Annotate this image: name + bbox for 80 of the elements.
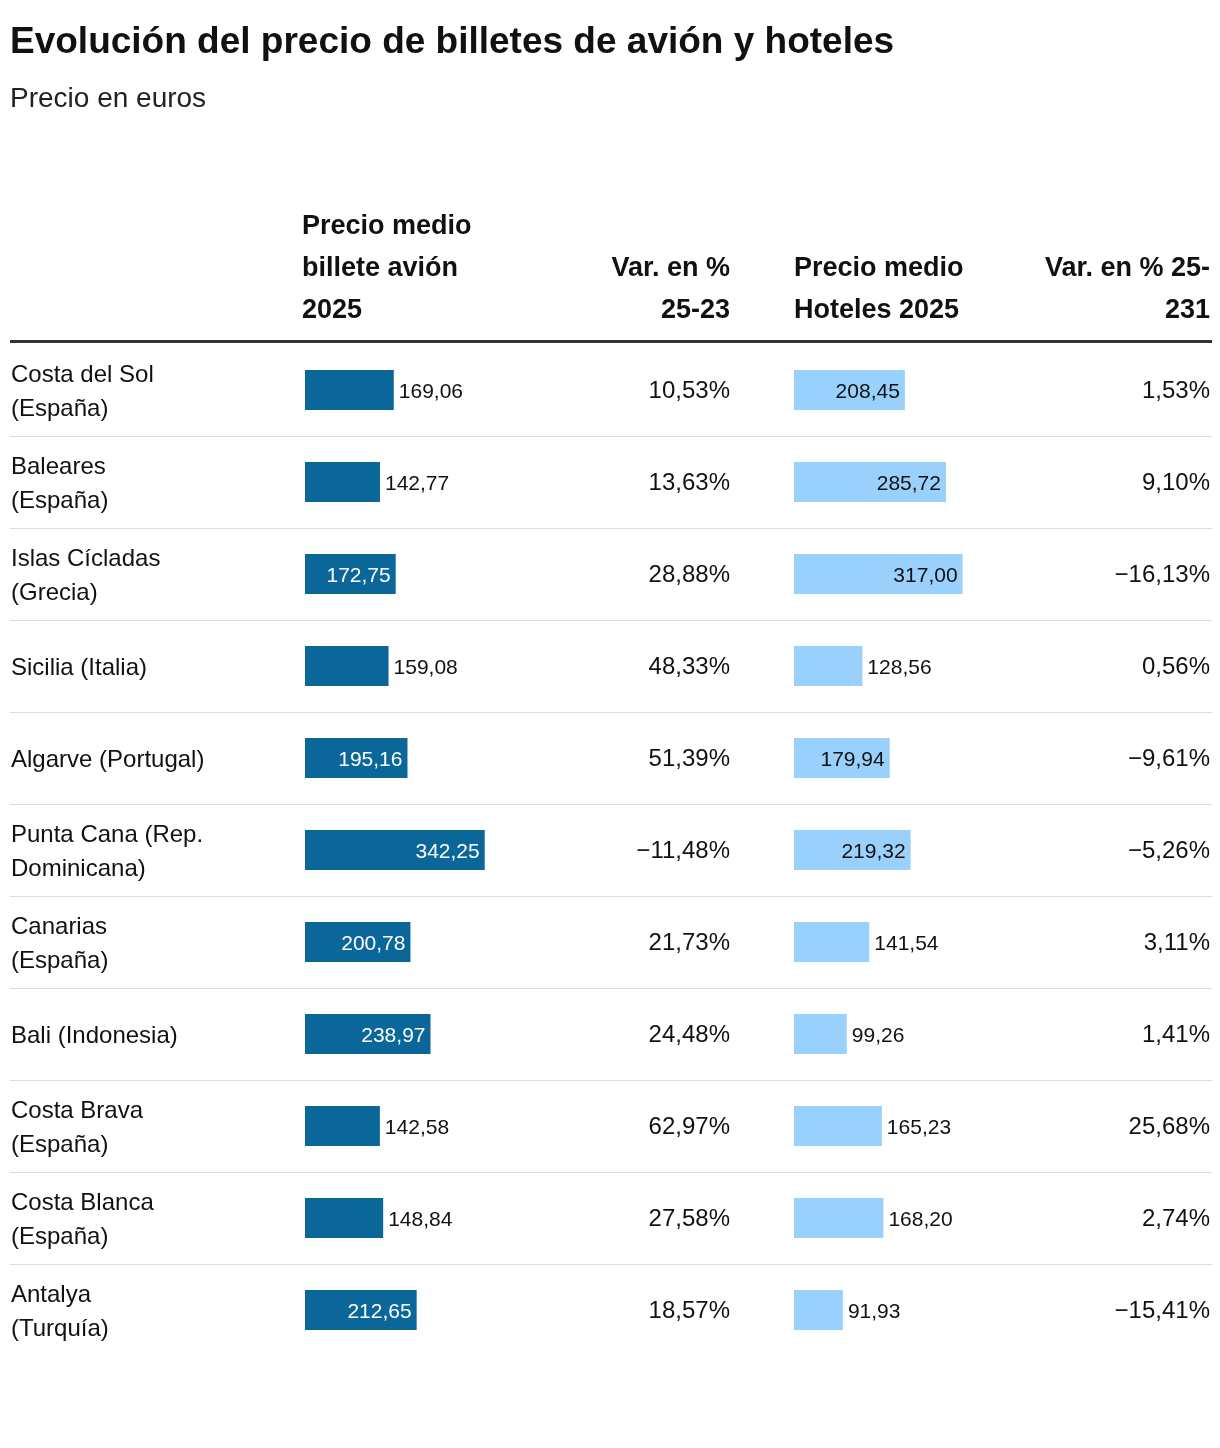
text: −16,13%	[1114, 559, 1210, 589]
text: 0,56%	[1141, 651, 1210, 681]
text: 10,53%	[648, 375, 730, 405]
text: −9,61%	[1127, 743, 1210, 773]
text: Var. en % 25-231	[1044, 251, 1210, 326]
bar	[794, 922, 870, 962]
text: 51,39%	[648, 743, 730, 773]
y-tick-label: Costa del Sol (España)	[11, 359, 161, 421]
data-label: 128,56	[867, 654, 932, 678]
text: −15,41%	[1114, 1295, 1210, 1325]
data-label: 91,93	[847, 1298, 901, 1322]
bar	[794, 554, 963, 594]
text: 28,88%	[648, 559, 730, 589]
data-label: 148,84	[388, 1206, 453, 1230]
text: −11,48%	[636, 835, 730, 865]
data-label: 208,45	[835, 378, 900, 402]
bar	[305, 646, 389, 686]
bar	[794, 462, 946, 502]
bar	[794, 1290, 843, 1330]
bar	[305, 1290, 417, 1330]
data-label: 165,23	[886, 1114, 952, 1138]
text: 3,11%	[1143, 927, 1210, 957]
bar	[305, 1198, 384, 1238]
bar	[305, 462, 380, 502]
y-tick-label: Antalya (Turquía)	[11, 1279, 109, 1341]
data-label: 99,26	[851, 1022, 905, 1046]
data-label: 219,32	[841, 838, 906, 862]
text: 48,33%	[648, 651, 730, 681]
bar	[305, 554, 396, 594]
text: 13,63%	[648, 467, 730, 497]
text: 62,97%	[648, 1111, 730, 1141]
bar	[305, 1014, 431, 1054]
text: 1,41%	[1141, 1019, 1210, 1049]
text: 9,10%	[1141, 467, 1210, 497]
data-label: 342,25	[415, 838, 480, 862]
text: 27,58%	[648, 1203, 730, 1233]
text: 24,48%	[648, 1019, 730, 1049]
text: 1,53%	[1141, 375, 1210, 405]
chart-title: Evolución del precio de billetes de avión y hoteles	[10, 20, 895, 62]
data-label: 142,58	[384, 1114, 450, 1138]
text: Var. en % 25-23	[610, 251, 730, 326]
y-tick-label: Costa Blanca (España)	[11, 1187, 161, 1249]
bar	[794, 830, 911, 870]
y-tick-label: Algarve (Portugal)	[11, 744, 205, 772]
data-label: 285,72	[876, 470, 941, 494]
y-tick-label: Sicilia (Italia)	[11, 652, 148, 680]
chart-subtitle: Precio en euros	[10, 82, 207, 114]
data-label: 142,77	[384, 470, 450, 494]
bar	[794, 1198, 884, 1238]
data-label: 179,94	[820, 746, 885, 770]
data-label: 200,78	[341, 930, 406, 954]
y-tick-label: Bali (Indonesia)	[11, 1020, 178, 1048]
text: −5,26%	[1127, 835, 1210, 865]
bar	[305, 1106, 380, 1146]
y-tick-label: Costa Brava (España)	[11, 1095, 150, 1157]
y-tick-label: Canarias (España)	[11, 911, 114, 973]
bar	[305, 830, 485, 870]
text: 21,73%	[648, 927, 730, 957]
bar	[794, 646, 863, 686]
data-label: 238,97	[361, 1022, 426, 1046]
y-tick-label: Islas Cícladas (Grecia)	[11, 543, 168, 605]
bar	[794, 1106, 882, 1146]
data-label: 159,08	[393, 654, 458, 678]
text: 25,68%	[1128, 1111, 1210, 1141]
data-label: 195,16	[338, 746, 403, 770]
data-label: 212,65	[347, 1298, 412, 1322]
text: 2,74%	[1141, 1203, 1210, 1233]
y-tick-label: Punta Cana (Rep. Dominicana)	[11, 819, 210, 881]
x-axis-title: Precio medio Hoteles 2025	[794, 251, 965, 326]
y-tick-label: Baleares (España)	[11, 451, 113, 513]
x-axis-title: Precio medio billete avión 2025	[302, 209, 473, 326]
data-label: 169,06	[398, 378, 464, 402]
bar	[794, 370, 905, 410]
data-label: 172,75	[326, 562, 391, 586]
data-label: 317,00	[893, 562, 958, 586]
bar	[305, 370, 394, 410]
data-label: 168,20	[888, 1206, 953, 1230]
text: 18,57%	[648, 1295, 730, 1325]
data-label: 141,54	[874, 930, 939, 954]
bar	[794, 1014, 847, 1054]
